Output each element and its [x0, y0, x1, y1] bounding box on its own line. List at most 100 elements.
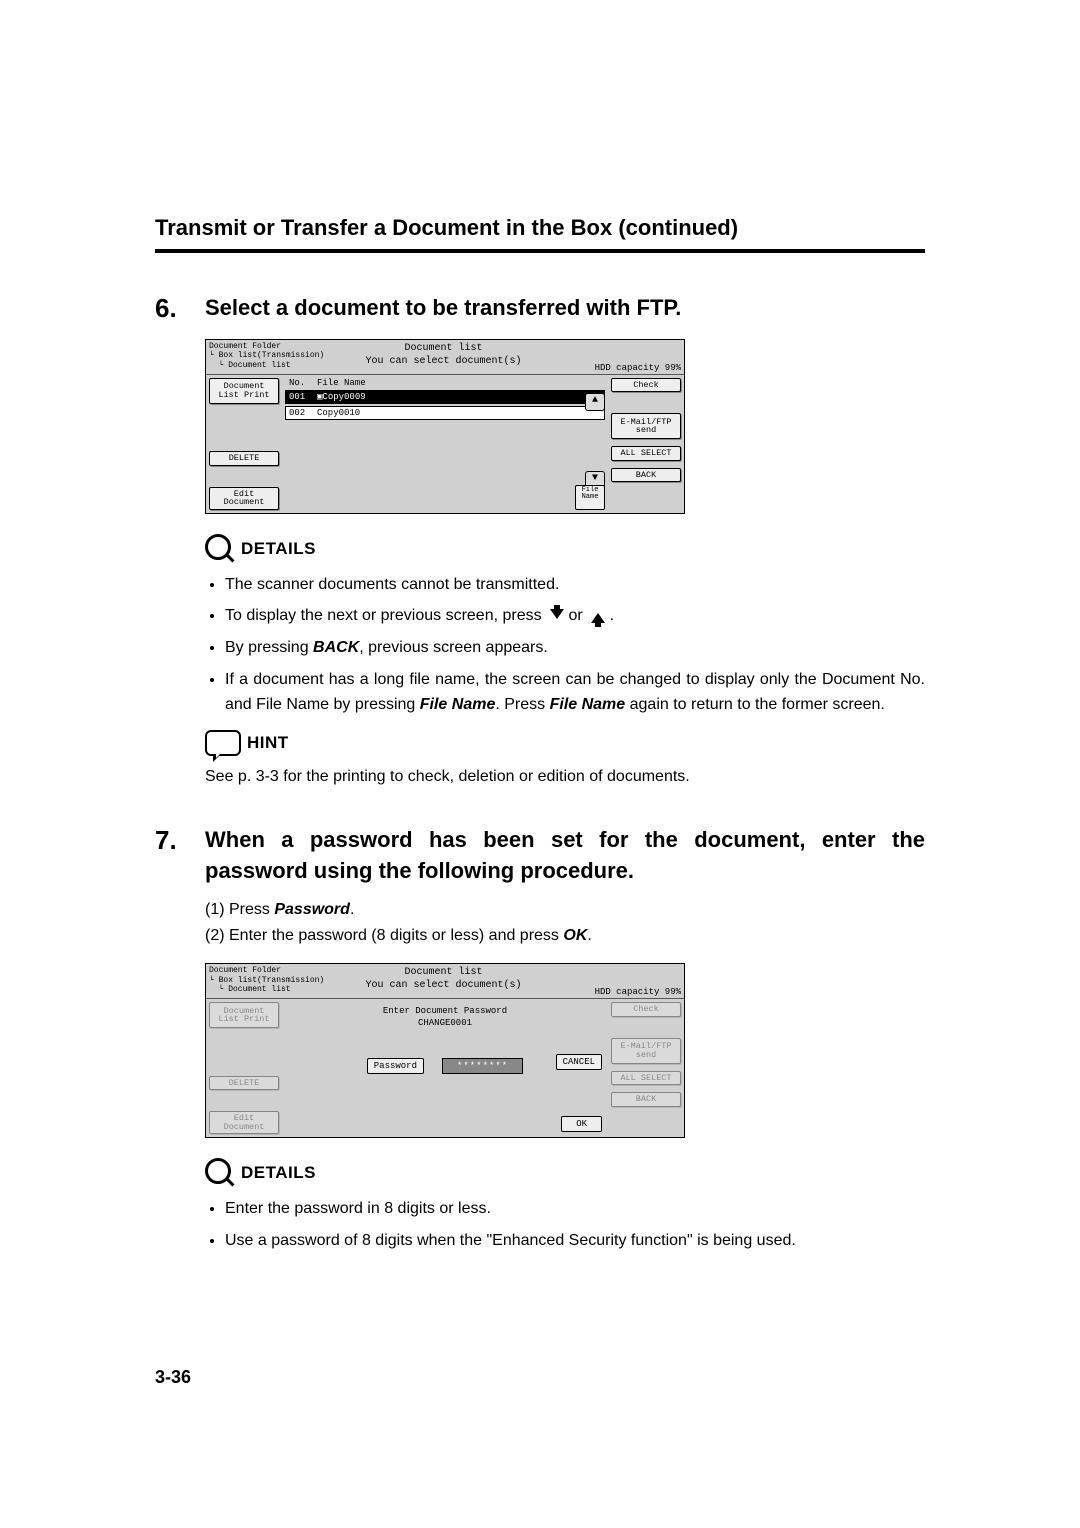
- hdd-label: HDD capacity 99%: [595, 363, 681, 373]
- text: or: [569, 607, 588, 624]
- panel-title: Document list You can select document(s): [317, 964, 570, 998]
- details-label: DETAILS: [241, 539, 316, 559]
- step-6-heading: Select a document to be transferred with…: [205, 293, 925, 324]
- step-7: 7. When a password has been set for the …: [155, 825, 925, 1259]
- bullet: To display the next or previous screen, …: [225, 603, 925, 629]
- bullet: Use a password of 8 digits when the "Enh…: [225, 1228, 925, 1254]
- text: again to return to the former screen.: [625, 696, 885, 713]
- check-button: Check: [611, 1002, 681, 1017]
- details-callout: DETAILS: [205, 534, 925, 564]
- details-list: Enter the password in 8 digits or less. …: [205, 1196, 925, 1253]
- password-button[interactable]: Password: [367, 1058, 424, 1074]
- page-title: Transmit or Transfer a Document in the B…: [155, 215, 925, 241]
- doc-list-print-button: Document List Print: [209, 1002, 279, 1028]
- speech-bubble-icon: [205, 730, 241, 756]
- lcd-panel: Document Folder └ Box list(Transmission)…: [205, 339, 685, 514]
- panel-2: Document Folder └ Box list(Transmission)…: [205, 963, 925, 1138]
- back-button[interactable]: BACK: [611, 468, 681, 483]
- list-header: No. File Name: [285, 378, 605, 388]
- email-ftp-button: E-Mail/FTP send: [611, 1038, 681, 1064]
- breadcrumb-line: └ Box list(Transmission): [209, 351, 314, 361]
- password-field[interactable]: ********: [442, 1058, 523, 1074]
- breadcrumb-line: └ Document list: [209, 985, 314, 995]
- all-select-button: ALL SELECT: [611, 1071, 681, 1086]
- bullet: The scanner documents cannot be transmit…: [225, 572, 925, 598]
- row-name: Copy0010: [317, 408, 601, 418]
- panel-left-buttons-faded: Document List Print DELETE Edit Document: [206, 999, 282, 1140]
- breadcrumb-line: └ Document list: [209, 361, 314, 371]
- panel-body: Document List Print DELETE Edit Document: [206, 999, 684, 1140]
- row-name: ▣Copy0009: [317, 392, 601, 402]
- row-no: 002: [289, 408, 317, 418]
- bullet: By pressing BACK, previous screen appear…: [225, 635, 925, 661]
- bold-text: File Name: [420, 696, 496, 713]
- breadcrumb-line: Document Folder: [209, 342, 314, 352]
- delete-button[interactable]: DELETE: [209, 451, 279, 466]
- panel-left-buttons: Document List Print DELETE Edit Document: [206, 375, 282, 516]
- breadcrumb: Document Folder └ Box list(Transmission)…: [206, 964, 317, 998]
- scroll-up-icon[interactable]: ▲: [585, 393, 605, 411]
- check-button[interactable]: Check: [611, 378, 681, 393]
- hdd-label: HDD capacity 99%: [595, 987, 681, 997]
- panel-title-text: Document list: [319, 342, 568, 355]
- panel-subtitle-text: You can select document(s): [319, 355, 568, 368]
- password-row: Password ********: [291, 1058, 599, 1074]
- sub-step: (2) Enter the password (8 digits or less…: [205, 923, 925, 949]
- hint-callout: HINT: [205, 730, 925, 756]
- step-7-heading: When a password has been set for the doc…: [205, 825, 925, 887]
- panel-status: HDD capacity 99%: [570, 964, 684, 998]
- all-select-button[interactable]: ALL SELECT: [611, 446, 681, 461]
- panel-header: Document Folder └ Box list(Transmission)…: [206, 340, 684, 375]
- text: (2) Enter the password (8 digits or less…: [205, 927, 563, 944]
- panel-body: Document List Print DELETE Edit Document: [206, 375, 684, 516]
- text: (1) Press: [205, 901, 274, 918]
- doc-list-print-button[interactable]: Document List Print: [209, 378, 279, 404]
- step-6-body: Select a document to be transferred with…: [205, 293, 925, 795]
- edit-document-button: Edit Document: [209, 1111, 279, 1134]
- delete-button: DELETE: [209, 1076, 279, 1091]
- panel-title: Document list You can select document(s): [317, 340, 570, 374]
- panel-subtitle-text: You can select document(s): [319, 979, 568, 992]
- details-callout: DETAILS: [205, 1158, 925, 1188]
- list-row[interactable]: 002 Copy0010: [285, 406, 605, 420]
- list-row[interactable]: 001 ▣Copy0009: [285, 390, 605, 404]
- col-filename: File Name: [317, 378, 601, 388]
- sub-steps: (1) Press Password. (2) Enter the passwo…: [205, 897, 925, 948]
- content-area: Transmit or Transfer a Document in the B…: [155, 215, 925, 1259]
- text: .: [350, 901, 354, 918]
- bullet: Enter the password in 8 digits or less.: [225, 1196, 925, 1222]
- page: Transmit or Transfer a Document in the B…: [0, 0, 1080, 1528]
- title-divider: [155, 249, 925, 253]
- panel-1: Document Folder └ Box list(Transmission)…: [205, 339, 925, 514]
- down-arrow-icon: [546, 609, 564, 623]
- step-6: 6. Select a document to be transferred w…: [155, 293, 925, 795]
- text: To display the next or previous screen, …: [225, 607, 546, 624]
- breadcrumb-line: └ Box list(Transmission): [209, 976, 314, 986]
- text: . Press: [495, 696, 549, 713]
- up-arrow-icon: [587, 609, 605, 623]
- step-6-number: 6.: [155, 293, 205, 324]
- panel-right-buttons-faded: Check E-Mail/FTP send ALL SELECT BACK: [608, 999, 684, 1140]
- text: By pressing: [225, 639, 313, 656]
- email-ftp-button[interactable]: E-Mail/FTP send: [611, 413, 681, 439]
- ok-button[interactable]: OK: [561, 1116, 602, 1132]
- back-button: BACK: [611, 1092, 681, 1107]
- panel-right-buttons: Check E-Mail/FTP send ALL SELECT BACK: [608, 375, 684, 516]
- panel-status: HDD capacity 99%: [570, 340, 684, 374]
- prompt-line: CHANGE0001: [291, 1018, 599, 1028]
- edit-document-button[interactable]: Edit Document: [209, 487, 279, 510]
- magnifier-icon: [205, 1158, 235, 1188]
- hint-label: HINT: [247, 733, 289, 753]
- sub-step: (1) Press Password.: [205, 897, 925, 923]
- panel-password-area: Enter Document Password CHANGE0001 Passw…: [282, 999, 608, 1140]
- cancel-button[interactable]: CANCEL: [556, 1054, 602, 1070]
- hint-text: See p. 3-3 for the printing to check, de…: [205, 764, 925, 790]
- prompt-line: Enter Document Password: [291, 1006, 599, 1016]
- magnifier-icon: [205, 534, 235, 564]
- bold-text: OK: [563, 927, 587, 944]
- details-list: The scanner documents cannot be transmit…: [205, 572, 925, 718]
- panel-title-text: Document list: [319, 966, 568, 979]
- col-no: No.: [289, 378, 317, 388]
- panel-header: Document Folder └ Box list(Transmission)…: [206, 964, 684, 999]
- file-name-toggle-button[interactable]: File Name: [575, 485, 605, 510]
